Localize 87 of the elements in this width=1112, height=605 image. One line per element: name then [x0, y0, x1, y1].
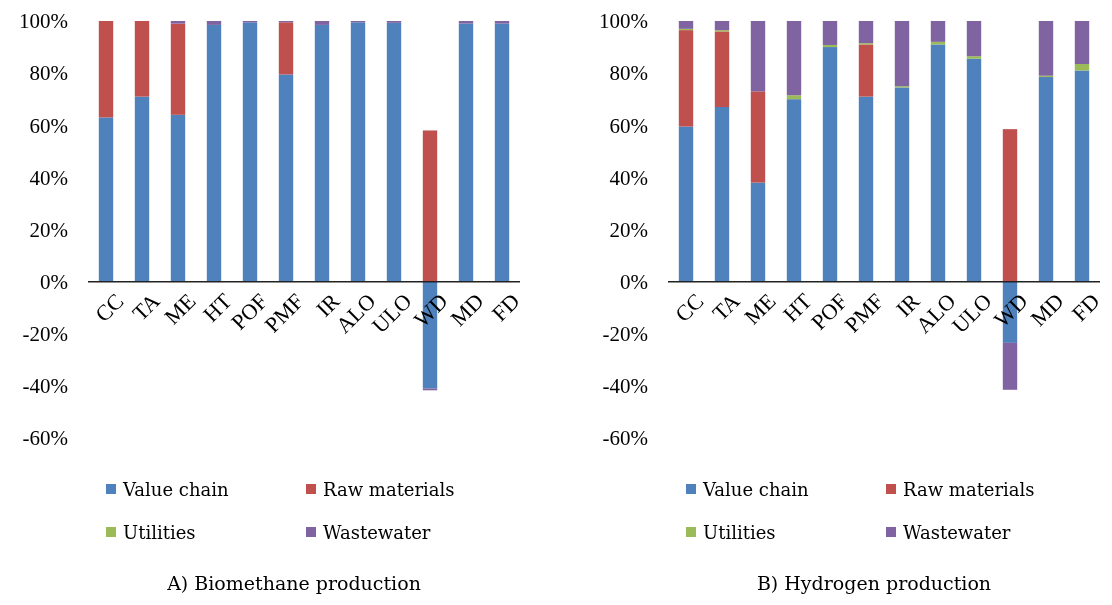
y-tick-label: -20% — [22, 322, 68, 347]
bar — [894, 21, 910, 87]
bar — [494, 21, 510, 24]
bar — [858, 44, 874, 97]
y-tick-label: 0% — [620, 269, 648, 294]
bar — [1038, 77, 1054, 282]
bar — [242, 22, 258, 282]
bar — [170, 23, 186, 115]
bar — [786, 99, 802, 282]
y-tick-label: 20% — [29, 217, 68, 242]
bar — [98, 117, 114, 282]
bar — [858, 96, 874, 282]
bar — [714, 107, 730, 282]
bar — [278, 22, 294, 75]
legend-label: Utilities — [703, 522, 776, 544]
bar — [422, 130, 438, 282]
bar — [714, 31, 730, 108]
bar — [678, 30, 694, 127]
y-tick-label: -40% — [602, 374, 648, 399]
legend-label: Value chain — [702, 479, 809, 501]
x-tick-label: CC — [89, 288, 129, 327]
bar — [494, 23, 510, 282]
bar — [314, 21, 330, 25]
bar — [134, 96, 150, 282]
bar — [278, 74, 294, 282]
y-tick-label: 60% — [609, 113, 648, 138]
bar — [966, 58, 982, 282]
bar — [1038, 21, 1054, 76]
bar — [750, 21, 766, 92]
bar — [170, 114, 186, 282]
bar — [786, 95, 802, 100]
x-tick-label: FD — [1066, 288, 1105, 326]
legend-label: Utilities — [123, 522, 196, 544]
text: B) Hydrogen production — [756, 572, 992, 594]
bar — [350, 22, 366, 282]
y-tick-label: -40% — [22, 374, 68, 399]
bar — [206, 24, 222, 282]
y-tick-label: 0% — [40, 269, 68, 294]
legend-label: Wastewater — [323, 522, 431, 544]
bar — [386, 22, 402, 282]
bar — [966, 56, 982, 59]
bar — [458, 23, 474, 282]
bar — [1074, 64, 1090, 71]
y-tick-label: 100% — [19, 9, 68, 34]
bar — [458, 21, 474, 24]
x-tick-label: CC — [669, 288, 709, 327]
legend-label: Value chain — [122, 479, 229, 501]
x-tick-label: MD — [1025, 288, 1069, 332]
bar — [678, 126, 694, 282]
legend-label: Raw materials — [323, 479, 455, 501]
y-tick-label: 80% — [29, 61, 68, 86]
bar — [822, 21, 838, 45]
bar — [930, 21, 946, 42]
bar — [894, 87, 910, 282]
y-tick-label: -20% — [602, 322, 648, 347]
bar — [206, 21, 222, 25]
bar — [134, 21, 150, 97]
bar — [750, 182, 766, 282]
bar — [750, 91, 766, 183]
y-tick-label: -60% — [22, 426, 68, 451]
y-tick-label: 60% — [29, 113, 68, 138]
y-tick-label: 20% — [609, 217, 648, 242]
y-tick-label: 80% — [609, 61, 648, 86]
y-tick-label: 40% — [29, 165, 68, 190]
bar — [786, 21, 802, 96]
legend-label: Raw materials — [903, 479, 1035, 501]
bar — [930, 44, 946, 282]
bar — [1002, 129, 1018, 282]
bar — [170, 21, 186, 24]
y-tick-label: 40% — [609, 165, 648, 190]
bar — [714, 21, 730, 31]
bar — [314, 24, 330, 282]
legend-label: Wastewater — [903, 522, 1011, 544]
text: A) Biomethane production — [166, 572, 421, 594]
y-tick-label: 100% — [599, 9, 648, 34]
bar — [822, 47, 838, 282]
bar — [966, 21, 982, 57]
x-tick-label: FD — [486, 288, 525, 326]
bar — [1074, 21, 1090, 64]
bar — [1002, 342, 1018, 390]
y-tick-label: -60% — [602, 426, 648, 451]
bar — [1074, 70, 1090, 282]
bar — [98, 21, 114, 118]
bar — [822, 44, 838, 48]
bar — [678, 21, 694, 29]
x-tick-label: MD — [445, 288, 489, 332]
bar — [858, 21, 874, 44]
